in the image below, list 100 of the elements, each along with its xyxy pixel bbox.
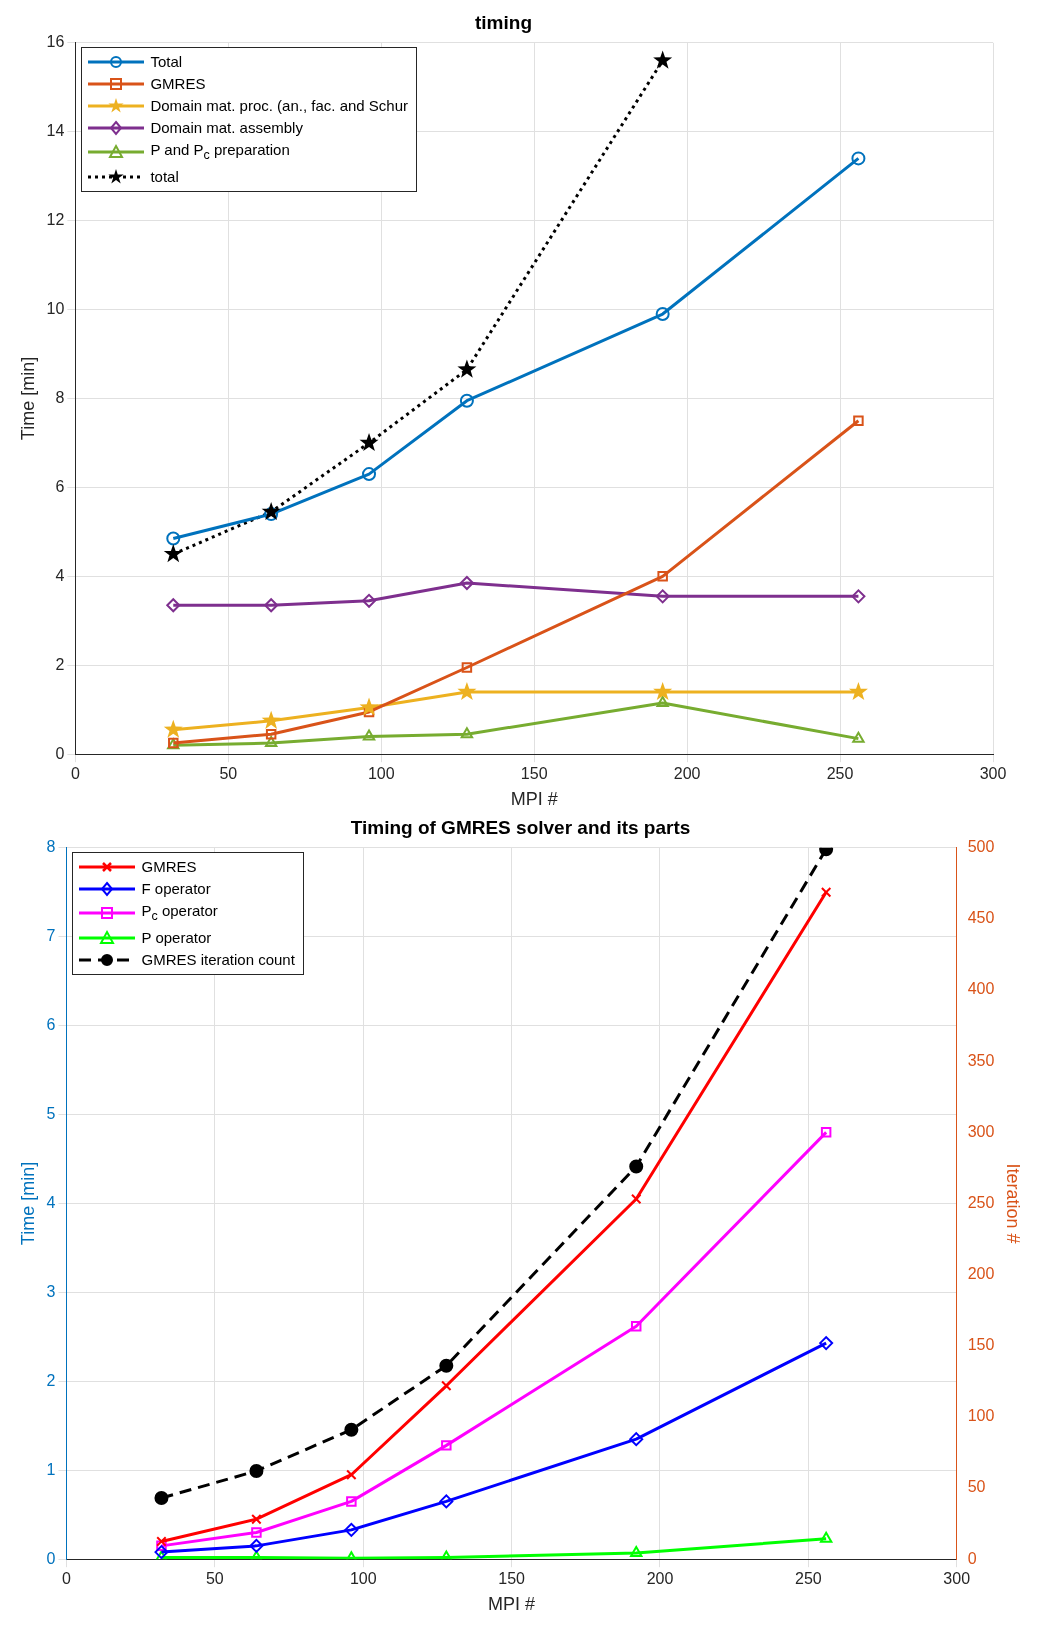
y-tick-label: 8	[46, 838, 56, 856]
y-tick-label: 2	[55, 655, 65, 673]
point	[819, 1531, 833, 1543]
y-tick-label: 0	[46, 1549, 56, 1567]
y-axis-title: Time [min]	[17, 356, 38, 441]
y-tick-label: 14	[46, 122, 65, 140]
legend-label: P operator	[141, 927, 212, 948]
x-tick-label: 250	[794, 1570, 822, 1588]
point	[154, 1545, 169, 1560]
y2-tick-label: 300	[967, 1122, 995, 1140]
point	[820, 887, 832, 898]
point	[362, 593, 377, 608]
x-tick-label: 50	[205, 1570, 224, 1588]
point	[459, 576, 474, 591]
point	[656, 696, 669, 708]
legend-label: Domain mat. assembly	[150, 117, 303, 138]
y-tick-label: 3	[46, 1282, 56, 1300]
point	[344, 1422, 359, 1437]
point	[261, 710, 281, 729]
point	[362, 467, 377, 482]
legend-label: P$_{c}$ operator	[141, 900, 218, 925]
point	[156, 1540, 167, 1552]
point	[819, 1336, 834, 1351]
point	[163, 719, 183, 738]
y2-tick-label: 50	[967, 1478, 986, 1496]
x-tick-label: 150	[520, 765, 548, 783]
legend-label: P and P$_{c}$ preparation	[150, 139, 290, 164]
y2-tick-label: 100	[967, 1407, 995, 1425]
y-tick-label: 12	[46, 211, 65, 229]
y-tick-label: 6	[55, 477, 65, 495]
y2-tick-label: 500	[967, 838, 995, 856]
point	[851, 151, 866, 166]
legend-label: GMRES	[141, 856, 197, 877]
legend-label: Total	[150, 51, 183, 72]
x-tick-label: 100	[367, 765, 395, 783]
y2-tick-label: 450	[967, 909, 995, 927]
x-tick-label: 0	[70, 765, 80, 783]
x-tick-label: 150	[498, 1570, 526, 1588]
y-axis-title: Time [min]	[17, 1161, 38, 1246]
y-tick-label: 10	[46, 299, 65, 317]
x-tick-label: 200	[646, 1570, 674, 1588]
legend-label: F operator	[141, 878, 211, 899]
point	[457, 359, 477, 378]
y2-tick-label: 350	[967, 1051, 995, 1069]
point	[439, 1494, 454, 1509]
point	[359, 432, 379, 452]
point	[820, 1127, 832, 1138]
point	[249, 1463, 264, 1478]
y-tick-label: 16	[46, 33, 65, 51]
y2-axis-title: Iteration #	[1003, 1163, 1024, 1244]
point	[441, 1380, 452, 1392]
y2-tick-label: 400	[967, 980, 995, 998]
legend-label: total	[150, 166, 179, 187]
y2-tick-label: 250	[967, 1193, 995, 1211]
point	[163, 544, 183, 563]
y-tick-label: 0	[55, 744, 65, 762]
y2-tick-label: 200	[967, 1265, 995, 1283]
y2-tick-label: 150	[967, 1336, 995, 1354]
point	[156, 1536, 167, 1547]
point	[251, 1527, 262, 1538]
point	[629, 1432, 644, 1447]
point	[362, 729, 376, 741]
x-axis-title: MPI #	[488, 1594, 536, 1615]
point	[653, 681, 673, 701]
y-tick-label: 4	[55, 566, 65, 584]
point	[655, 589, 670, 604]
point	[359, 697, 379, 716]
y-tick-label: 1	[46, 1460, 56, 1478]
point	[630, 1545, 643, 1557]
point	[630, 1193, 642, 1205]
point	[457, 681, 477, 701]
point	[166, 531, 181, 546]
point	[461, 662, 473, 673]
point	[265, 728, 277, 740]
point	[852, 731, 865, 743]
legend-label: Domain mat. proc. (an., fac. and Schur	[150, 95, 409, 116]
y-tick-label: 4	[46, 1193, 56, 1211]
x-tick-label: 100	[349, 1570, 377, 1588]
point	[655, 307, 670, 322]
chart-title: timing	[475, 11, 532, 33]
point	[441, 1440, 452, 1451]
point	[848, 681, 868, 701]
x-tick-label: 200	[673, 765, 701, 783]
point	[460, 727, 474, 739]
x-tick-label: 50	[219, 765, 238, 783]
point	[249, 1538, 264, 1553]
point	[264, 598, 279, 613]
point	[261, 501, 281, 520]
y-tick-label: 5	[46, 1104, 56, 1122]
y-tick-label: 6	[46, 1016, 56, 1034]
point	[853, 415, 864, 426]
point	[851, 589, 866, 604]
point	[346, 1496, 357, 1507]
point	[166, 598, 181, 613]
legend-label: GMRES iteration count	[141, 949, 295, 970]
point	[251, 1513, 262, 1525]
point	[629, 1159, 644, 1174]
chart-title: Timing of GMRES solver and its parts	[350, 816, 691, 838]
point	[344, 1522, 359, 1537]
point	[264, 736, 278, 748]
